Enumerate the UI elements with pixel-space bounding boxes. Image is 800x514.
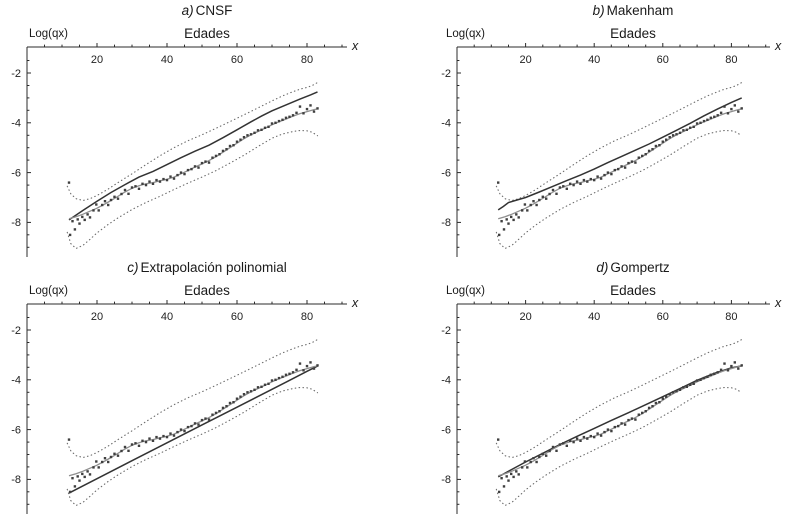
svg-text:60: 60: [231, 54, 243, 66]
svg-text:-2: -2: [441, 325, 451, 337]
panel-makenham: 20 40 60 80 -2 -4 -6 -8 b) Makenham Edades Log(q…: [400, 0, 800, 257]
y-axis-label: Log(qx): [446, 28, 485, 40]
svg-text:-2: -2: [11, 325, 21, 337]
panel-letter: b): [592, 3, 605, 18]
smoothed-observed-line: [498, 108, 742, 220]
smoothed-observed-line: [68, 365, 318, 477]
model-fit-line: [68, 365, 318, 494]
panel-extrapolacion-polinomial: 20 40 60 80 -2 -4 -6 -8 c) Extrapolación polinom…: [0, 257, 400, 514]
lower-confidence-band: [495, 129, 743, 250]
svg-text:-4: -4: [11, 375, 21, 387]
observed-points: [67, 361, 319, 494]
svg-text:80: 80: [301, 311, 313, 323]
smoothed-observed-line: [498, 365, 742, 477]
svg-text:20: 20: [519, 311, 531, 323]
svg-text:-8: -8: [11, 474, 21, 486]
svg-text:-6: -6: [441, 424, 451, 436]
panel-gompertz: 20 40 60 80 -2 -4 -6 -8 d) Gompertz Edades Log(q…: [400, 257, 800, 514]
axes: [26, 300, 347, 514]
svg-text:-6: -6: [11, 424, 21, 436]
x-axis-symbol: x: [352, 296, 359, 310]
svg-text:20: 20: [519, 54, 531, 66]
observed-points: [497, 104, 743, 237]
model-fit-line: [68, 91, 318, 221]
x-tick-labels: 20 40 60 80: [91, 311, 313, 323]
x-axis-title: Edades: [184, 283, 230, 298]
svg-text:-8: -8: [441, 474, 451, 486]
svg-text:40: 40: [161, 54, 173, 66]
y-axis-label: Log(qx): [29, 285, 68, 297]
panel-title: c) Extrapolación polinomial: [127, 260, 287, 275]
svg-text:60: 60: [657, 54, 669, 66]
upper-confidence-band: [495, 81, 743, 202]
svg-text:80: 80: [725, 311, 737, 323]
svg-text:60: 60: [657, 311, 669, 323]
svg-text:60: 60: [231, 311, 243, 323]
chart-makenham: 20 40 60 80 -2 -4 -6 -8: [441, 43, 770, 257]
x-axis-symbol: x: [352, 39, 359, 53]
x-tick-labels: 20 40 60 80: [519, 54, 737, 66]
upper-confidence-band: [66, 338, 319, 459]
smoothed-observed-line: [68, 108, 318, 220]
svg-text:20: 20: [91, 54, 103, 66]
svg-text:80: 80: [301, 54, 313, 66]
y-tick-labels: -2 -4 -6 -8: [441, 325, 451, 486]
svg-text:40: 40: [588, 311, 600, 323]
upper-confidence-band: [66, 81, 319, 202]
x-axis-title: Edades: [610, 26, 656, 41]
x-tick-labels: 20 40 60 80: [519, 311, 737, 323]
model-fit-line: [497, 97, 743, 211]
x-axis-title: Edades: [184, 26, 230, 41]
chart-extrapolacion-polinomial: 20 40 60 80 -2 -4 -6 -8: [11, 300, 347, 514]
chart-cnsf: 20 40 60 80 -2 -4 -6 -8: [11, 43, 347, 257]
panel-letter: c): [127, 260, 139, 275]
svg-text:-8: -8: [11, 217, 21, 229]
svg-text:80: 80: [725, 54, 737, 66]
panel-title: a) CNSF: [181, 3, 233, 18]
y-axis-label: Log(qx): [446, 285, 485, 297]
svg-text:-6: -6: [11, 167, 21, 179]
y-tick-labels: -2 -4 -6 -8: [441, 68, 451, 229]
panel-title: b) Makenham: [592, 3, 674, 18]
lower-confidence-band: [66, 386, 319, 507]
observed-points: [497, 361, 743, 494]
y-tick-labels: -2 -4 -6 -8: [11, 68, 21, 229]
upper-confidence-band: [495, 338, 743, 459]
svg-text:-8: -8: [441, 217, 451, 229]
chart-gompertz: 20 40 60 80 -2 -4 -6 -8: [441, 300, 770, 514]
x-axis-symbol: x: [775, 296, 782, 310]
svg-text:-2: -2: [11, 68, 21, 80]
panel-letter: d): [596, 260, 609, 275]
axes: [456, 43, 770, 257]
y-tick-labels: -2 -4 -6 -8: [11, 325, 21, 486]
svg-text:-4: -4: [441, 118, 451, 130]
observed-points: [67, 104, 319, 237]
svg-text:-4: -4: [441, 375, 451, 387]
lower-confidence-band: [495, 386, 743, 507]
x-tick-labels: 20 40 60 80: [91, 54, 313, 66]
svg-text:-6: -6: [441, 167, 451, 179]
lower-confidence-band: [66, 129, 319, 250]
y-axis-label: Log(qx): [29, 28, 68, 40]
svg-text:40: 40: [161, 311, 173, 323]
axes: [26, 43, 347, 257]
axes: [456, 300, 770, 514]
svg-text:-2: -2: [441, 68, 451, 80]
x-axis-symbol: x: [775, 39, 782, 53]
panel-letter: a): [181, 3, 194, 18]
svg-text:40: 40: [588, 54, 600, 66]
svg-text:20: 20: [91, 311, 103, 323]
svg-text:-4: -4: [11, 118, 21, 130]
panel-title: d) Gompertz: [596, 260, 670, 275]
panel-cnsf: 20 40 60 80 -2 -4 -6 -8 a) CNSF Edades Log(qx) x: [0, 0, 400, 257]
x-axis-title: Edades: [610, 283, 656, 298]
